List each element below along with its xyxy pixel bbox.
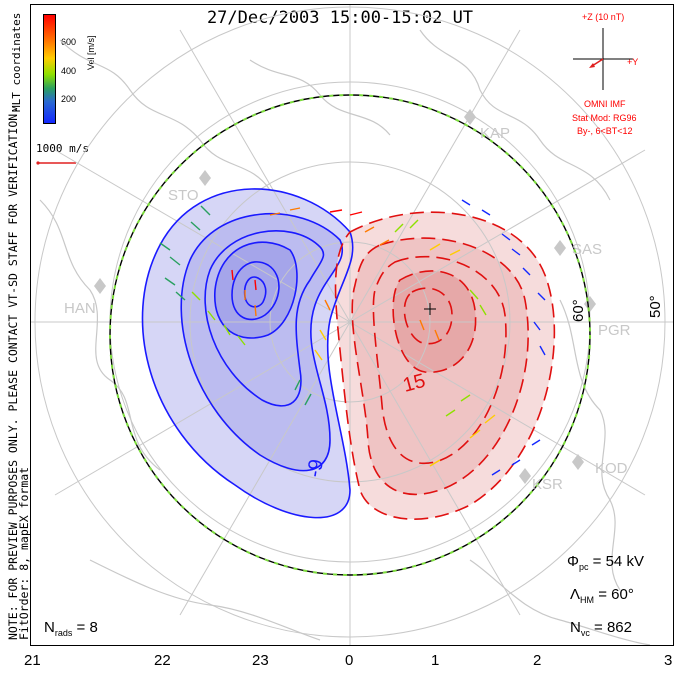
vector-scale-label: 1000 m/s bbox=[36, 142, 89, 155]
plot-frame bbox=[30, 4, 674, 646]
mlt-label-1: 1 bbox=[431, 652, 440, 669]
velocity-colorbar bbox=[43, 14, 56, 124]
imf-model: Stat Mod: RG96 bbox=[572, 113, 637, 123]
stat-n-rads-value: 8 bbox=[89, 619, 98, 636]
stat-n-vc-value: 862 bbox=[606, 619, 632, 636]
stat-lambda-hm-value: 60° bbox=[611, 586, 634, 603]
site-marker-ksr bbox=[519, 468, 531, 484]
contour-label-negative: -9 bbox=[303, 458, 328, 479]
stat-n-vc: Nvc = 862 bbox=[570, 619, 632, 638]
colorbar-tick-600: 600 bbox=[61, 37, 77, 47]
stat-lambda-hm: ΛHM = 60° bbox=[570, 586, 634, 605]
mlt-label-22: 22 bbox=[154, 652, 171, 669]
site-label-kap: KAP bbox=[480, 125, 510, 142]
negative-cell-core bbox=[214, 242, 297, 338]
colorbar-tick-200: 200 bbox=[61, 94, 77, 104]
site-marker-sto bbox=[199, 170, 211, 186]
latitude-label-60: 60° bbox=[570, 299, 587, 322]
site-marker-han bbox=[94, 278, 106, 294]
imf-y-label: +Y bbox=[627, 57, 639, 67]
imf-condition: By-, 6<BT<12 bbox=[577, 126, 633, 136]
coastlines bbox=[39, 29, 651, 645]
stat-n-rads: Nrads = 8 bbox=[44, 619, 98, 638]
latitude-label-50: 50° bbox=[647, 295, 664, 318]
negative-contours bbox=[141, 188, 354, 519]
colorbar-tick-400: 400 bbox=[61, 66, 77, 76]
mlt-label-0: 0 bbox=[345, 652, 354, 669]
site-marker-sas bbox=[554, 240, 566, 256]
mlt-label-21: 21 bbox=[24, 652, 41, 669]
site-label-pgr: PGR bbox=[598, 322, 631, 339]
site-label-ksr: KSR bbox=[532, 476, 563, 493]
imf-source: OMNI IMF bbox=[584, 99, 626, 109]
imf-clock bbox=[573, 28, 633, 90]
positive-contours bbox=[334, 211, 556, 520]
page-title: 27/Dec/2003 15:00-15:02 UT bbox=[206, 8, 474, 28]
velocity-vectors bbox=[159, 199, 546, 476]
site-label-kod: KOD bbox=[595, 460, 628, 477]
stat-phi-pc: Φpc = 54 kV bbox=[567, 553, 644, 572]
imf-z-label: +Z (10 nT) bbox=[582, 12, 625, 22]
site-label-sto: STO bbox=[168, 187, 199, 204]
site-marker-kod bbox=[572, 454, 584, 470]
stat-phi-pc-value: 54 kV bbox=[605, 553, 644, 570]
mlt-label-3: 3 bbox=[664, 652, 673, 669]
site-marker-kap bbox=[464, 109, 476, 125]
radar-site-markers bbox=[94, 109, 596, 484]
hm-boundary-markers bbox=[109, 94, 591, 576]
site-label-han: HAN bbox=[64, 300, 96, 317]
scale-vector-origin bbox=[36, 161, 40, 165]
site-label-sas: SAS bbox=[572, 241, 602, 258]
mlt-meridians bbox=[31, 5, 673, 645]
mlt-label-23: 23 bbox=[252, 652, 269, 669]
mlt-label-2: 2 bbox=[533, 652, 542, 669]
